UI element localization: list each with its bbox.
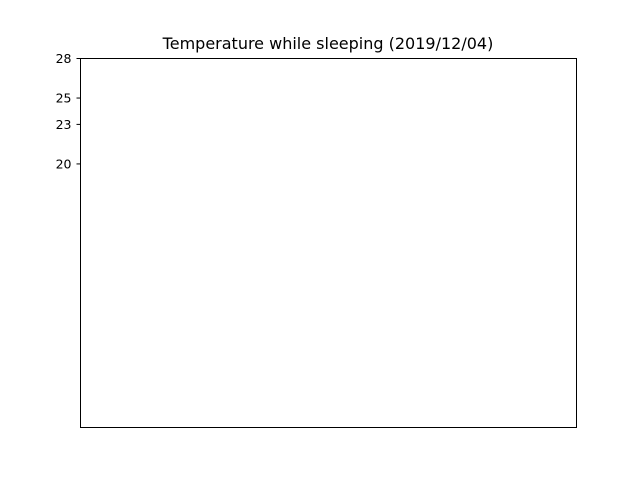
y-tick-label: 28 [56, 51, 72, 66]
y-axis-ticks: 20 23 25 28 [56, 51, 81, 171]
y-tick-label: 25 [56, 90, 72, 105]
chart-title: Temperature while sleeping (2019/12/04) [162, 34, 494, 53]
y-tick-label: 20 [56, 156, 72, 171]
y-tick-label: 23 [56, 117, 72, 132]
plot-area-frame [80, 58, 577, 428]
